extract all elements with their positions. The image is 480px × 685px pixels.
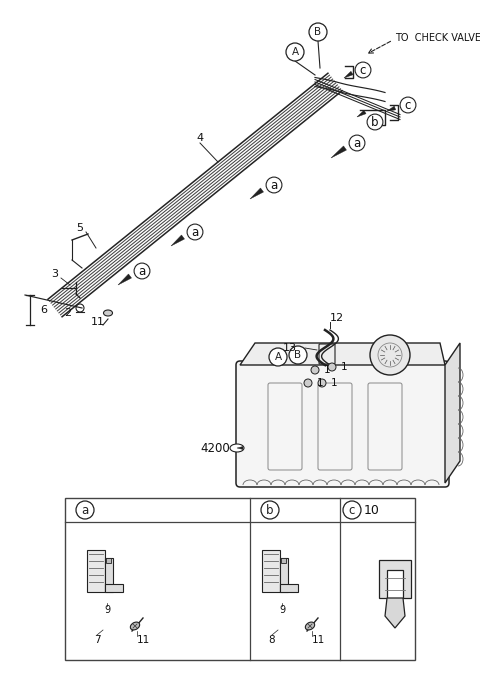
Ellipse shape (305, 622, 315, 630)
Circle shape (269, 348, 287, 366)
Circle shape (289, 346, 307, 364)
Text: c: c (405, 99, 411, 112)
Polygon shape (171, 235, 184, 246)
Text: 1: 1 (331, 378, 337, 388)
Circle shape (261, 501, 279, 519)
Circle shape (328, 363, 336, 371)
Text: 8: 8 (269, 635, 276, 645)
Text: b: b (371, 116, 379, 129)
Circle shape (286, 43, 304, 61)
Text: 11: 11 (91, 317, 105, 327)
Text: c: c (360, 64, 366, 77)
Circle shape (309, 23, 327, 41)
Text: 3: 3 (51, 269, 59, 279)
Circle shape (318, 379, 326, 387)
Text: 4200: 4200 (200, 442, 230, 455)
Bar (105, 584, 123, 592)
Polygon shape (387, 106, 396, 111)
Text: a: a (138, 264, 145, 277)
Bar (280, 584, 298, 592)
Polygon shape (344, 71, 353, 78)
Polygon shape (250, 188, 264, 199)
Text: 5: 5 (76, 223, 84, 233)
Circle shape (311, 366, 319, 374)
Text: TO  CHECK VALVE: TO CHECK VALVE (395, 33, 480, 43)
Text: A: A (275, 352, 282, 362)
Bar (281, 558, 286, 563)
Text: B: B (314, 27, 322, 37)
Text: a: a (82, 503, 89, 516)
Circle shape (343, 501, 361, 519)
Polygon shape (357, 110, 366, 117)
Text: 11: 11 (312, 635, 324, 645)
Text: a: a (353, 136, 360, 149)
Text: 11: 11 (136, 635, 150, 645)
Circle shape (304, 379, 312, 387)
Bar (65, 498, 415, 660)
Text: B: B (294, 350, 301, 360)
Polygon shape (118, 274, 132, 285)
Text: A: A (291, 47, 299, 57)
Ellipse shape (131, 622, 140, 630)
Circle shape (370, 335, 410, 375)
Bar (105, 558, 113, 592)
Text: b: b (266, 503, 274, 516)
Bar (280, 558, 288, 592)
Text: c: c (349, 503, 355, 516)
Polygon shape (385, 598, 405, 628)
Bar (87, 550, 105, 592)
Text: 1: 1 (341, 362, 348, 372)
Polygon shape (445, 343, 460, 483)
Text: a: a (270, 179, 277, 192)
Polygon shape (331, 146, 347, 158)
Text: a: a (192, 225, 199, 238)
Circle shape (76, 501, 94, 519)
Text: 6: 6 (40, 305, 48, 315)
Bar (106, 558, 111, 563)
FancyBboxPatch shape (236, 361, 449, 487)
Polygon shape (240, 343, 445, 365)
Ellipse shape (104, 310, 112, 316)
Text: 13: 13 (283, 343, 297, 353)
Text: 9: 9 (279, 605, 285, 615)
Text: 12: 12 (330, 313, 344, 323)
Text: 4: 4 (196, 133, 204, 143)
Text: 2: 2 (64, 308, 72, 318)
Text: 10: 10 (364, 503, 380, 516)
Ellipse shape (230, 444, 244, 452)
Text: 1: 1 (317, 378, 324, 388)
Text: 1: 1 (324, 365, 330, 375)
Text: 9: 9 (104, 605, 110, 615)
Bar (262, 550, 280, 592)
Polygon shape (237, 447, 243, 449)
Polygon shape (379, 560, 411, 598)
Text: 7: 7 (94, 635, 100, 645)
